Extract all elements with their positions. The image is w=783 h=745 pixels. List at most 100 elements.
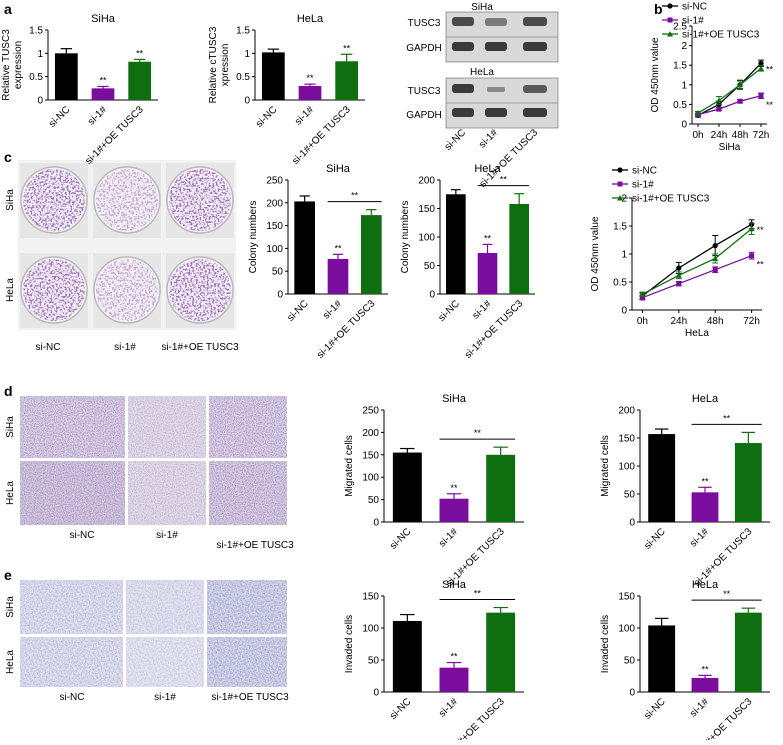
bar-si-NC [54,53,78,100]
x-tick-label: si-1# [688,696,711,719]
x-tick-label: 24h [670,316,687,327]
wb-band [485,18,507,26]
significance-label: ** [766,64,774,74]
significance-label: ** [723,413,731,423]
col-label-si-nc: si-NC [36,342,61,353]
y-tick-label: 1 [244,49,250,60]
significance-label: ** [701,476,709,486]
y-tick-label: 200 [418,176,435,187]
panel-letter-b: b [654,1,663,17]
y-tick-label: 150 [362,592,379,603]
y-tick-label: 50 [368,656,380,667]
row-label-siha: SiHa [5,416,16,438]
data-point [758,65,764,71]
y-tick-label: 1.5 [236,26,250,37]
wb-hela-label-gapdh: GAPDH [406,110,442,121]
bar-si-1#+OE TUSC3 [335,61,359,100]
bar-si-NC [392,452,422,522]
y-tick-label: 200 [618,406,635,417]
bar-si-1# [439,498,469,522]
x-tick-label: si-NC [642,526,667,551]
col-label-si-1-oe: si-1#+OE TUSC3 [161,342,239,353]
x-tick-label: si-NC [47,104,72,129]
data-point [712,243,718,249]
series-line-si-1#+OE TUSC3 [697,67,762,114]
y-tick-label: 50 [624,656,636,667]
row-label-siha: SiHa [5,189,16,211]
col-label-si-1: si-1# [156,530,178,541]
chart-a-siha: 0 0.5 1 1.5 Relative TUSC3 expression SiHa si-N… [1,13,158,167]
wb-band [485,42,507,51]
chart-title: HeLa [692,393,719,405]
wb-lane-label: si-NC [443,127,468,152]
data-point [758,93,764,99]
y-tick-label: 100 [362,473,379,484]
y-axis-label: Migrated cells [600,435,611,497]
legend-entry: si-1#+OE TUSC3 [682,30,760,41]
y-tick-label: 50 [368,495,380,506]
bar-si-NC [648,434,676,522]
wb-band [523,85,547,93]
significance-label: ** [500,175,508,185]
y-tick-label: 150 [362,450,379,461]
bar-si-1#+OE TUSC3 [486,612,516,692]
legend-entry: si-NC [632,166,657,177]
significance-label: ** [701,664,709,674]
bar-si-NC [648,625,676,692]
chart-title: HeLa [297,13,324,25]
y-tick-label: 0 [244,96,250,107]
significance-label: ** [757,260,765,270]
data-point [695,110,701,116]
col-label-si-nc: si-NC [70,530,95,541]
series-line-si-1# [697,95,762,116]
wb-siha-title: SiHa [471,2,493,13]
panel-letter-d: d [4,383,13,399]
y-tick-label: 0 [621,306,627,317]
significance-label: ** [450,652,458,662]
migration-images: SiHa HeLa si-NC si-1# si-1#+OE TUSC3 [5,396,294,551]
row-label-hela: HeLa [5,481,16,505]
y-tick-label: 0 [277,290,283,301]
col-label-si-1-oe: si-1#+OE TUSC3 [216,540,294,551]
chart-d-siha: 0 50 100 150 200 250 Migrated cells SiHa si-NC **… [344,393,524,589]
significance-label: ** [351,191,359,201]
x-tick-label: 0h [637,316,648,327]
y-tick-label: 50 [424,261,436,272]
y-tick-label: 1.5 [29,26,43,37]
y-tick-label: 50 [624,490,636,501]
y-tick-label: 100 [418,233,435,244]
x-tick-label: 48h [732,130,749,141]
chart-title: SiHa [326,163,351,175]
wb-hela-title: HeLa [470,67,494,78]
y-tick-label: 200 [362,428,379,439]
wb-band [523,17,547,26]
data-point [639,291,646,297]
bar-si-1# [298,86,322,100]
x-tick-label: 0h [692,130,703,141]
y-tick-label: 1.5 [673,61,687,72]
chart-title: HeLa [474,163,501,175]
col-label-si-1-oe: si-1#+OE TUSC3 [211,692,289,703]
y-tick-label: 200 [266,198,283,209]
bar-si-1#+OE TUSC3 [486,454,516,522]
y-tick-label: 2.5 [673,22,687,33]
y-tick-label: 100 [618,624,635,635]
data-point [716,106,722,112]
wb-lane-label: si-1# [477,127,500,150]
chart-title: SiHa [442,393,467,405]
legend-marker [617,181,623,187]
y-axis-label: Colony numbers [248,201,259,274]
y-tick-label: 250 [362,406,379,417]
bar-si-1# [477,252,498,294]
bar-si-1#+OE TUSC3 [361,215,382,294]
y-tick-label: 150 [266,221,283,232]
y-tick-label: 150 [418,204,435,215]
x-tick-label: si-NC [436,298,461,323]
y-tick-label: 50 [272,267,284,278]
legend-marker [617,167,623,173]
chart-d-hela: 0 50 100 150 200 Migrated cells HeLa si-NC ** si-… [600,393,770,589]
y-axis-label: Relative TUSC3 [1,29,12,101]
significance-label: ** [306,73,314,83]
data-point [639,295,645,301]
y-tick-label: 100 [362,624,379,635]
